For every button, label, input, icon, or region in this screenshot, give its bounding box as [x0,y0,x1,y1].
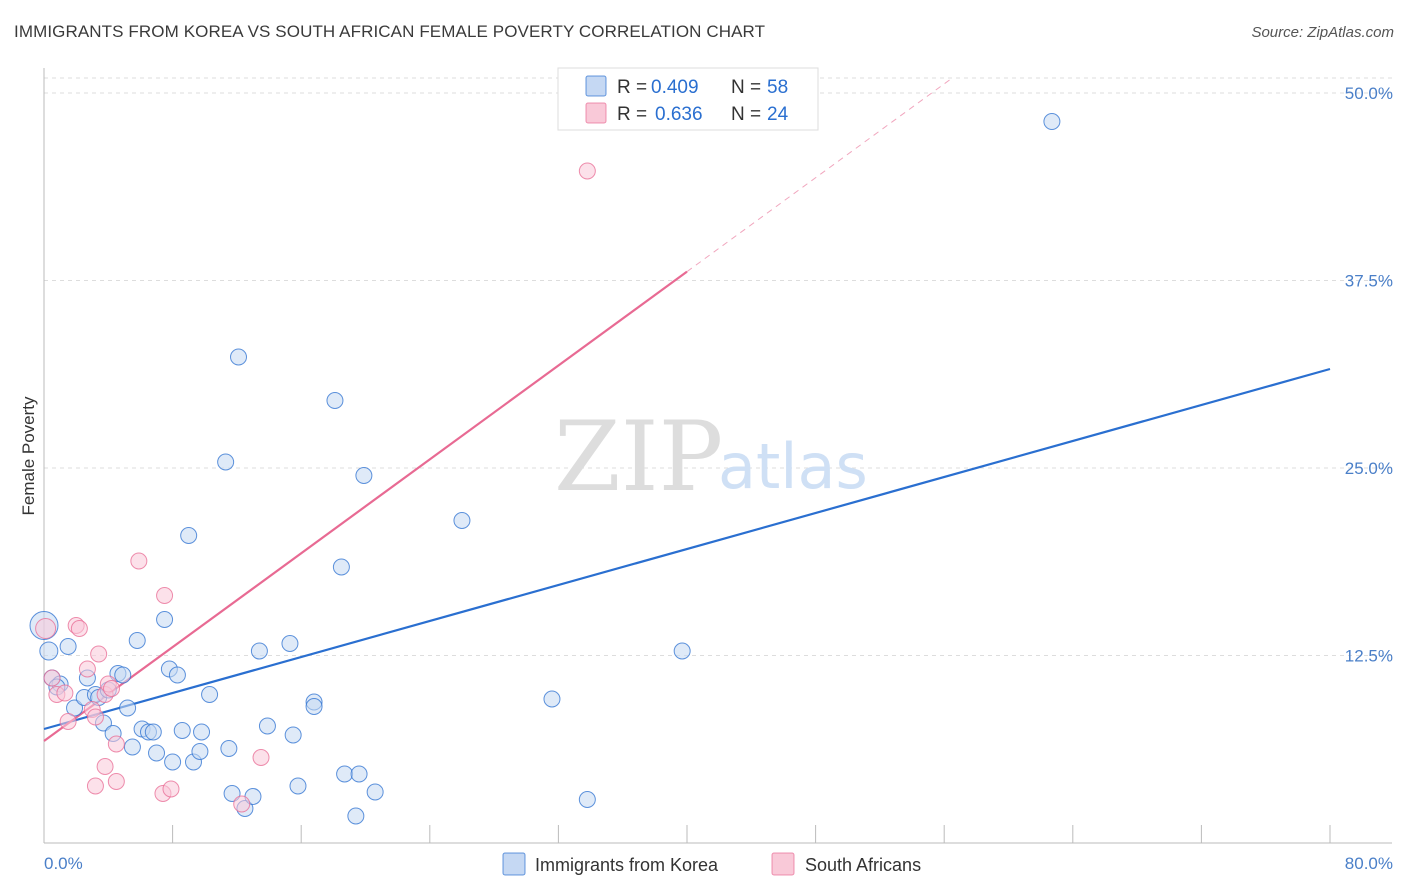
point-south-africans [130,552,148,570]
y-tick-label: 25.0% [1345,459,1393,478]
point-korea [336,765,354,783]
point-south-africans [59,713,77,730]
y-tick-label: 37.5% [1345,272,1393,291]
point-korea [355,467,373,484]
point-korea [250,642,268,660]
point-korea [39,641,59,661]
point-korea [284,726,302,744]
x-tick-label: 80.0% [1345,854,1393,873]
point-korea [230,348,248,366]
point-south-africans [43,669,61,687]
y-tick-label: 12.5% [1345,647,1393,666]
point-south-africans [107,773,125,790]
point-south-africans [252,749,270,766]
point-south-africans [78,660,96,678]
watermark-atlas: atlas [718,430,868,503]
point-korea [148,744,166,762]
point-korea [123,738,141,756]
point-south-africans [86,708,104,726]
point-south-africans [233,795,251,813]
point-korea [164,753,182,771]
point-korea [193,723,211,741]
point-korea [258,717,276,735]
x-tick-label: 0.0% [44,854,83,873]
gridlines [44,77,1392,656]
bottom-legend: Immigrants from Korea South Africans [502,852,921,876]
point-korea [543,690,561,708]
point-south-africans [70,620,88,637]
legend-n-value-south-africans: 24 [767,104,789,125]
legend-n-value-korea: 58 [767,77,788,98]
legend-r-label-korea: R = [617,77,647,98]
legend-r-value-south-africans: 0.636 [655,104,703,125]
point-south-africans [162,780,180,798]
point-korea [59,638,77,655]
axes [43,68,1392,844]
point-korea [201,686,219,703]
legend-n-label-south-africans: N = [731,104,761,125]
point-korea [366,783,384,801]
point-korea [347,807,365,825]
point-korea [217,453,235,471]
legend: R = 0.409 N = 58 R = 0.636 N = 24 [557,67,819,131]
x-tick-labels: 0.0% 80.0% [44,854,1393,873]
watermark-zip: ZIP [554,401,723,513]
series-korea-points [29,113,1061,825]
bottom-legend-swatch-korea [502,852,526,876]
bottom-legend-label-south-africans: South Africans [805,855,921,875]
legend-swatch-korea [585,75,607,97]
legend-r-value-korea: 0.409 [651,77,699,98]
series-south-africans-points [35,162,596,813]
point-korea [223,785,241,802]
bottom-legend-swatch-south-africans [771,852,795,876]
point-korea [453,512,471,529]
point-korea [281,635,299,652]
point-korea [578,791,596,808]
point-south-africans [90,645,108,663]
point-korea [289,777,307,795]
point-south-africans [86,777,104,795]
point-korea [326,392,344,409]
point-korea [114,666,132,684]
legend-swatch-south-africans [585,102,607,124]
point-south-africans [96,758,114,775]
point-korea [332,558,350,576]
trendlines [43,77,1331,742]
point-south-africans [35,618,57,639]
bottom-legend-label-korea: Immigrants from Korea [535,855,719,875]
chart-title: IMMIGRANTS FROM KOREA VS SOUTH AFRICAN F… [14,22,766,41]
y-axis-label: Female Poverty [19,396,38,516]
point-south-africans [103,680,121,697]
source-label: Source: ZipAtlas.com [1251,24,1394,41]
y-tick-label: 50.0% [1345,84,1393,103]
point-south-africans [56,684,74,702]
point-south-africans [578,162,596,180]
point-korea [128,632,146,649]
point-korea [673,642,691,660]
point-south-africans [107,735,125,753]
point-korea [220,740,238,757]
point-korea [1043,113,1061,130]
point-korea [305,698,323,715]
data-points [29,113,1061,825]
y-tick-labels: 12.5% 25.0% 37.5% 50.0% [1345,84,1393,666]
point-korea [173,722,191,739]
point-korea [119,699,137,717]
point-south-africans [156,587,174,604]
trendline-south-africans [43,270,688,742]
point-korea [191,743,209,760]
point-korea [180,527,198,544]
point-korea [350,765,368,783]
point-korea [144,723,162,741]
legend-n-label-korea: N = [731,77,761,98]
trendline-korea [43,367,1331,731]
point-korea [168,666,186,684]
legend-r-label-south-africans: R = [617,104,647,125]
point-korea [156,611,174,628]
